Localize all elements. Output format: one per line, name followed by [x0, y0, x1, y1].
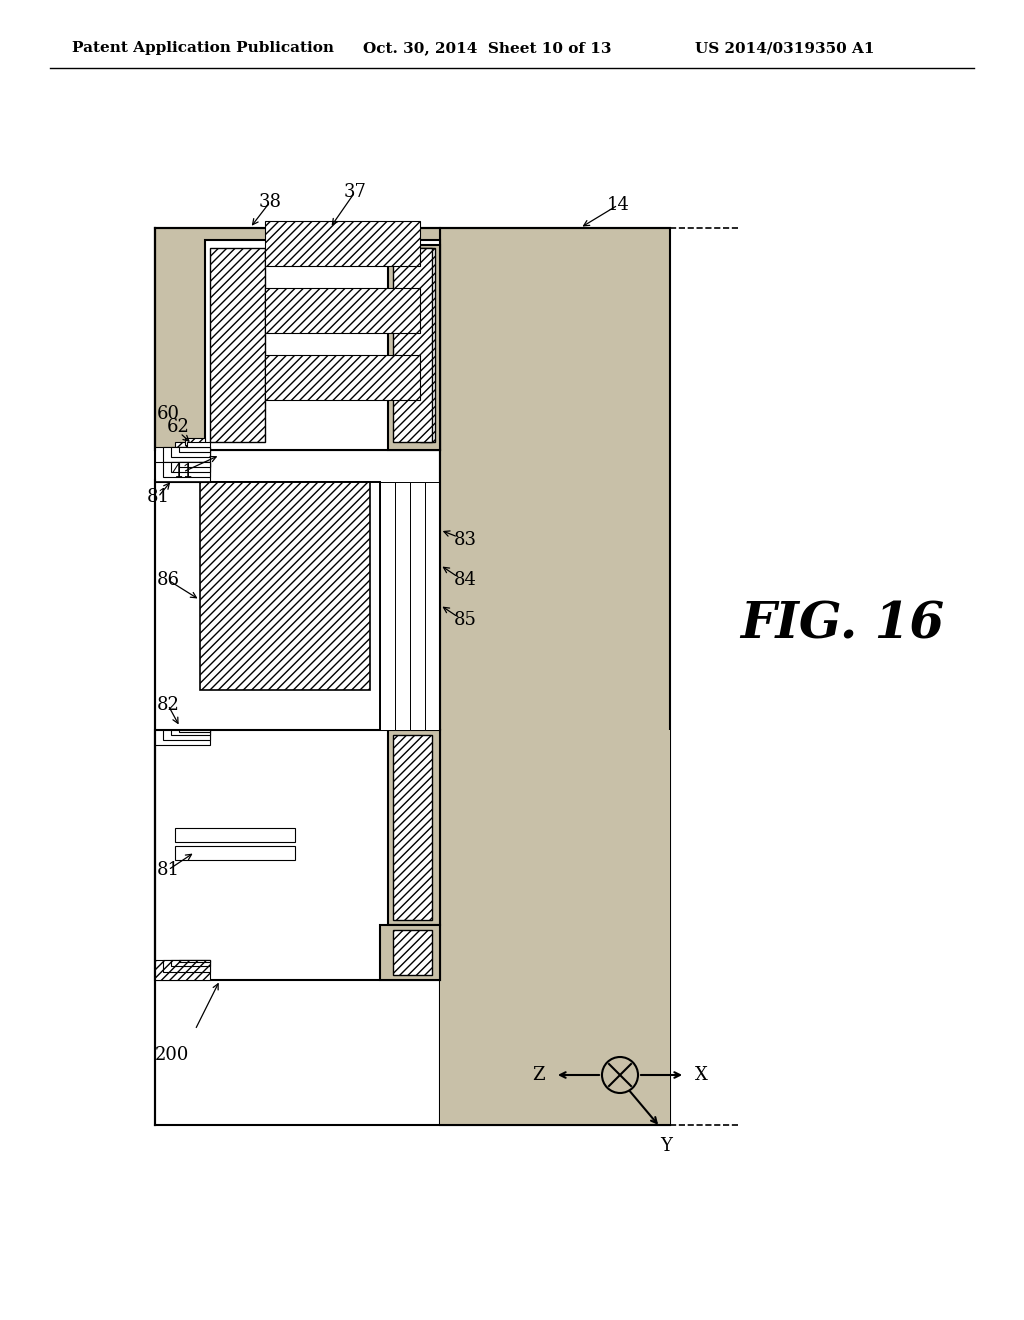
- Bar: [179, 462, 210, 467]
- Bar: [393, 735, 432, 920]
- Text: Patent Application Publication: Patent Application Publication: [72, 41, 334, 55]
- Bar: [171, 960, 210, 966]
- Bar: [179, 960, 210, 962]
- Bar: [179, 447, 210, 451]
- Bar: [210, 248, 265, 442]
- Bar: [175, 828, 295, 842]
- Text: 81: 81: [157, 861, 179, 879]
- Bar: [185, 438, 205, 445]
- Bar: [165, 447, 205, 457]
- Text: 37: 37: [344, 183, 367, 201]
- Text: 38: 38: [258, 193, 282, 211]
- Bar: [163, 730, 210, 741]
- Bar: [155, 447, 205, 465]
- Bar: [410, 482, 425, 730]
- Bar: [440, 730, 670, 1125]
- Bar: [395, 482, 410, 730]
- Bar: [163, 462, 210, 477]
- Text: Z: Z: [532, 1067, 545, 1084]
- Bar: [265, 355, 420, 400]
- Text: 200: 200: [155, 1045, 189, 1064]
- Text: Y: Y: [660, 1137, 672, 1155]
- Bar: [393, 931, 432, 975]
- Bar: [205, 240, 440, 450]
- Bar: [265, 288, 420, 333]
- Text: US 2014/0319350 A1: US 2014/0319350 A1: [695, 41, 874, 55]
- Bar: [388, 730, 440, 925]
- Bar: [171, 462, 210, 473]
- Bar: [155, 447, 210, 467]
- Bar: [175, 442, 205, 450]
- Bar: [425, 482, 440, 730]
- Text: 81: 81: [146, 488, 170, 506]
- Bar: [200, 482, 370, 690]
- Bar: [171, 447, 210, 457]
- Bar: [187, 442, 210, 447]
- Text: 85: 85: [454, 611, 476, 630]
- Bar: [380, 482, 395, 730]
- Text: 84: 84: [454, 572, 476, 589]
- Bar: [393, 248, 432, 442]
- Text: X: X: [695, 1067, 708, 1084]
- Bar: [380, 925, 440, 979]
- Bar: [163, 960, 210, 972]
- Bar: [388, 246, 440, 450]
- Bar: [440, 228, 670, 1125]
- Bar: [155, 482, 380, 730]
- Bar: [155, 730, 210, 744]
- Bar: [155, 960, 210, 979]
- Bar: [171, 730, 210, 735]
- Bar: [155, 730, 440, 979]
- Bar: [380, 730, 440, 979]
- Text: 83: 83: [454, 531, 476, 549]
- Bar: [155, 462, 210, 482]
- Bar: [265, 220, 420, 267]
- Text: Oct. 30, 2014  Sheet 10 of 13: Oct. 30, 2014 Sheet 10 of 13: [362, 41, 611, 55]
- Text: 86: 86: [157, 572, 179, 589]
- Text: 60: 60: [157, 405, 179, 422]
- Text: 41: 41: [172, 463, 195, 480]
- Text: 62: 62: [167, 418, 189, 436]
- Bar: [175, 846, 295, 861]
- Bar: [155, 228, 440, 450]
- Text: FIG. 16: FIG. 16: [740, 601, 944, 649]
- Text: 82: 82: [157, 696, 179, 714]
- Bar: [163, 447, 210, 462]
- Text: 14: 14: [606, 195, 630, 214]
- Bar: [179, 730, 210, 733]
- Bar: [420, 248, 435, 442]
